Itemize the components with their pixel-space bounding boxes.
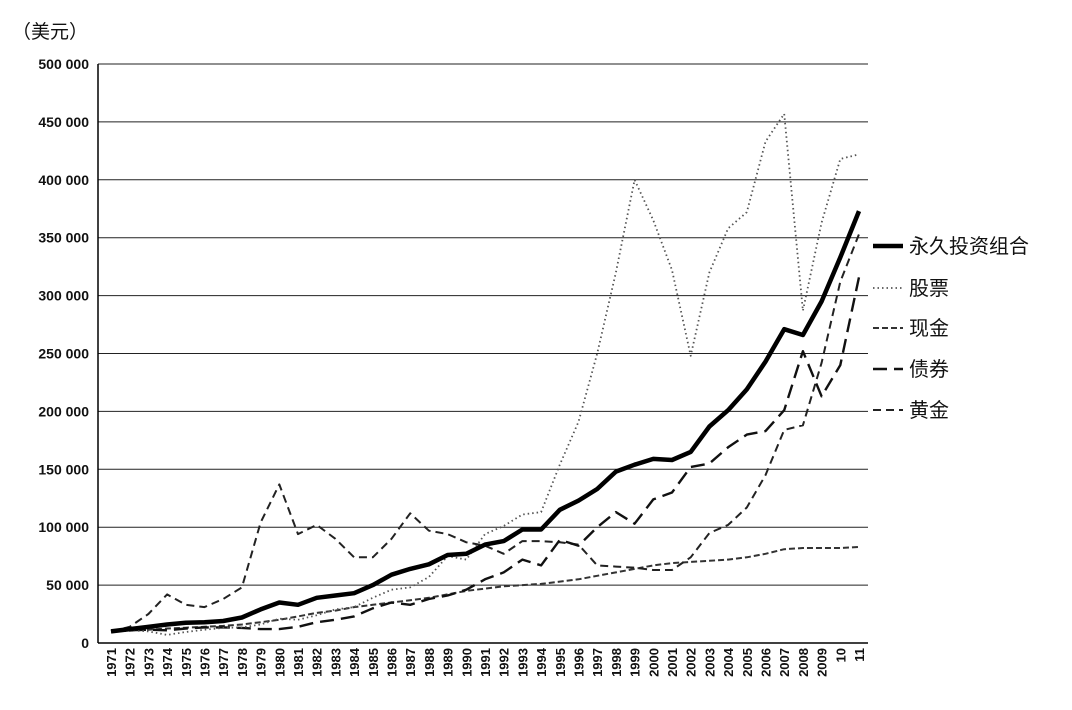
y-tick-label: 250 000 bbox=[38, 346, 89, 362]
x-tick-label: 2009 bbox=[815, 648, 830, 677]
x-tick-label: 2001 bbox=[665, 648, 680, 677]
y-tick-label: 150 000 bbox=[38, 461, 89, 477]
series-line-0 bbox=[110, 210, 862, 634]
x-tick-label: 2000 bbox=[646, 648, 661, 677]
x-tick-label: 2003 bbox=[702, 648, 717, 677]
legend-label: 黄金 bbox=[909, 398, 949, 422]
x-tick-label: 1990 bbox=[459, 648, 474, 677]
x-tick-label: 1973 bbox=[141, 648, 156, 677]
x-tick-label: 11 bbox=[852, 648, 867, 662]
x-axis bbox=[97, 64, 868, 644]
x-tick-label: 1978 bbox=[235, 648, 250, 677]
x-tick-label: 1981 bbox=[291, 648, 306, 677]
y-tick-label: 500 000 bbox=[38, 56, 89, 72]
x-tick-label: 10 bbox=[833, 648, 848, 662]
series-line-4 bbox=[110, 233, 860, 633]
x-tick-label: 1993 bbox=[515, 648, 530, 677]
legend-label: 股票 bbox=[909, 276, 949, 300]
x-tick-label: 1995 bbox=[553, 648, 568, 677]
x-tick-label: 1971 bbox=[104, 648, 119, 677]
x-tick-label: 1972 bbox=[123, 648, 138, 677]
x-tick-label: 1994 bbox=[534, 647, 549, 677]
y-axis-tick-labels: 0 50 000 100 000 150 000 200 000 250 000 300 0… bbox=[38, 56, 89, 651]
x-tick-label: 1982 bbox=[310, 648, 325, 677]
x-tick-label: 1986 bbox=[385, 648, 400, 677]
x-axis-tick-labels: 1971 1972 1973 1974 1975 1976 1977 1978 1979 1980… bbox=[104, 647, 867, 677]
x-tick-label: 2006 bbox=[759, 648, 774, 677]
legend-label: 债券 bbox=[909, 357, 949, 381]
x-tick-label: 1992 bbox=[497, 648, 512, 677]
x-tick-label: 1979 bbox=[254, 648, 269, 677]
series-lines bbox=[110, 112, 862, 636]
x-tick-label: 2002 bbox=[684, 648, 699, 677]
x-tick-label: 2004 bbox=[721, 647, 736, 677]
x-tick-label: 2008 bbox=[796, 648, 811, 677]
y-tick-label: 50 000 bbox=[46, 577, 89, 593]
x-tick-label: 1975 bbox=[179, 648, 194, 677]
x-tick-label: 1980 bbox=[272, 648, 287, 677]
y-tick-label: 350 000 bbox=[38, 230, 89, 246]
y-tick-label: 100 000 bbox=[38, 519, 89, 535]
x-tick-label: 2005 bbox=[740, 648, 755, 677]
y-tick-label: 400 000 bbox=[38, 172, 89, 188]
x-tick-label: 1988 bbox=[422, 648, 437, 677]
x-tick-label: 1985 bbox=[366, 648, 381, 677]
legend-label: 永久投资组合 bbox=[909, 234, 1029, 258]
series-line-3 bbox=[110, 276, 861, 633]
y-tick-label: 450 000 bbox=[38, 114, 89, 130]
x-tick-label: 1977 bbox=[216, 648, 231, 677]
y-tick-label: 0 bbox=[81, 635, 89, 651]
x-tick-label: 1983 bbox=[328, 648, 343, 677]
x-tick-label: 1989 bbox=[441, 648, 456, 677]
y-tick-label: 200 000 bbox=[38, 403, 89, 419]
x-tick-label: 1974 bbox=[160, 647, 175, 677]
y-axis-unit-label: （美元） bbox=[12, 21, 88, 43]
gridlines bbox=[98, 63, 868, 586]
legend-label: 现金 bbox=[909, 316, 949, 340]
x-tick-label: 1997 bbox=[590, 648, 605, 677]
y-tick-label: 300 000 bbox=[38, 288, 89, 304]
x-tick-label: 1987 bbox=[403, 648, 418, 677]
x-tick-label: 1976 bbox=[198, 648, 213, 677]
x-tick-label: 1984 bbox=[347, 647, 362, 677]
x-tick-label: 1996 bbox=[572, 648, 587, 677]
x-tick-label: 1999 bbox=[628, 648, 643, 677]
x-tick-label: 2007 bbox=[777, 648, 792, 677]
x-tick-label: 1991 bbox=[478, 648, 493, 677]
x-tick-label: 1998 bbox=[609, 648, 624, 677]
